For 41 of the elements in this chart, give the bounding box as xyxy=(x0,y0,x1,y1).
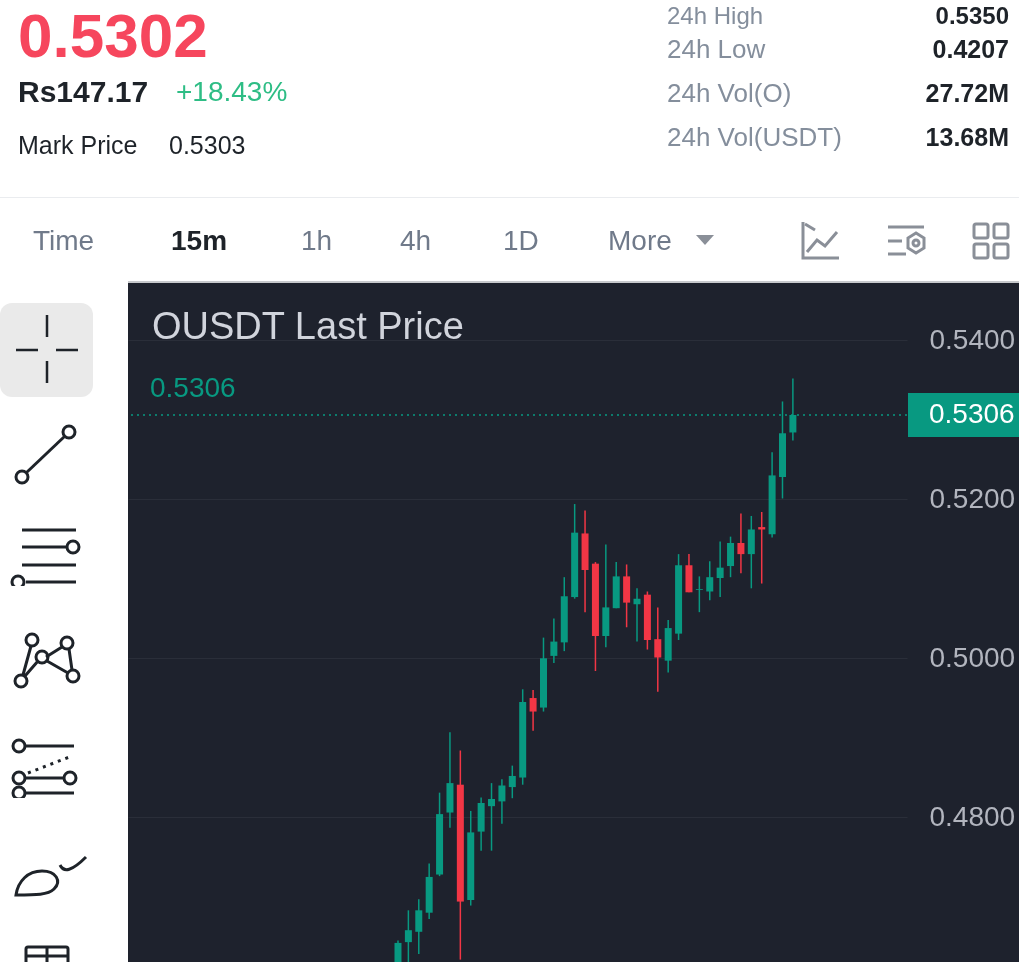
candlestick xyxy=(550,617,558,664)
text: 27.72M xyxy=(925,78,1009,107)
candlestick xyxy=(488,782,496,852)
candlestick xyxy=(415,898,423,955)
text: 13.68M xyxy=(925,122,1009,151)
text: 1h xyxy=(301,225,333,256)
candlestick xyxy=(508,764,516,799)
y-tick-label: 0.5400 xyxy=(929,323,1016,355)
y-tick-label: 0.4800 xyxy=(929,800,1016,832)
text: More xyxy=(608,225,672,256)
text: 24h Vol(USDT) xyxy=(667,122,842,152)
text: 1D xyxy=(503,225,539,256)
text: 24h High xyxy=(667,2,764,29)
candlestick xyxy=(737,512,745,574)
candlestick xyxy=(695,575,703,613)
candlestick xyxy=(716,540,724,598)
text: 0.5302 xyxy=(18,1,208,70)
text: 15m xyxy=(171,225,228,256)
text: 0.5350 xyxy=(935,2,1009,29)
text: 24h Vol(O) xyxy=(667,78,792,108)
candlestick xyxy=(529,689,537,732)
text: Time xyxy=(33,225,95,256)
candlestick xyxy=(404,909,412,962)
candlestick xyxy=(727,535,735,578)
text: OUSDT Last Price xyxy=(152,305,464,347)
candlestick xyxy=(498,778,506,825)
text: 4h xyxy=(400,225,432,256)
text: 0.4207 xyxy=(932,34,1009,63)
y-tick-label: 0.5000 xyxy=(929,641,1016,673)
text: Mark Price xyxy=(18,130,138,159)
candlestick xyxy=(394,939,402,962)
candlestick xyxy=(654,606,662,693)
y-tick-label: 0.5200 xyxy=(929,482,1016,514)
text: +18.43% xyxy=(176,76,288,107)
candlestick xyxy=(633,587,641,643)
candlestick xyxy=(706,560,714,601)
text: 0.5306 xyxy=(929,397,1015,429)
text: Rs147.17 xyxy=(18,75,149,108)
text: 24h Low xyxy=(667,34,766,64)
text: 0.5303 xyxy=(169,130,246,159)
ref-line-label: 0.5306 xyxy=(150,371,236,403)
